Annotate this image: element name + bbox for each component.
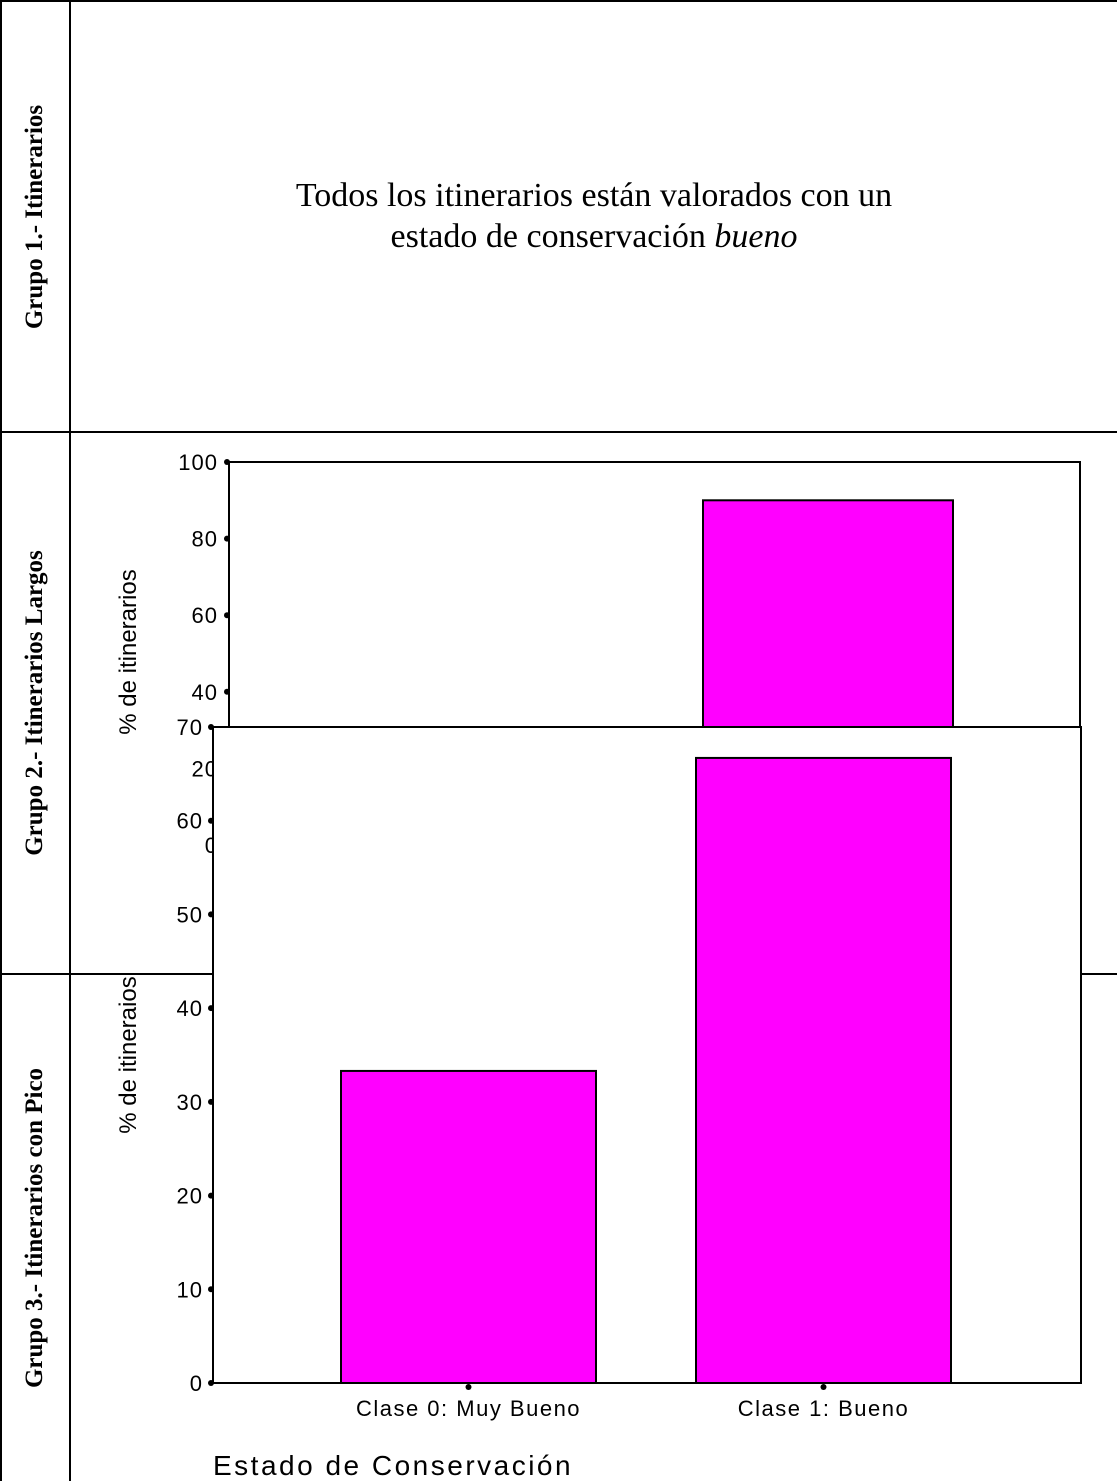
group-1-statement: Todos los itinerarios están valorados co… xyxy=(71,175,1117,257)
y-tick-label-60: 60 xyxy=(192,603,218,628)
y-tick-label-60: 60 xyxy=(177,809,203,834)
x-axis-title: Estado de Conservación xyxy=(213,1450,573,1481)
y-tick-label-0: 0 xyxy=(190,1371,203,1396)
statement-emphasis: bueno xyxy=(714,218,798,255)
y-tick-50 xyxy=(208,911,214,918)
y-tick-100 xyxy=(224,459,230,465)
y-tick-label-40: 40 xyxy=(177,996,203,1021)
y-axis-title: % de itinerarios xyxy=(115,569,142,734)
statement-line-2: estado de conservación bueno xyxy=(71,216,1117,257)
y-tick-0 xyxy=(208,1380,214,1386)
y-tick-label-40: 40 xyxy=(192,680,218,705)
y-tick-label-100: 100 xyxy=(178,450,218,475)
y-tick-label-30: 30 xyxy=(177,1090,203,1115)
y-tick-label-80: 80 xyxy=(192,527,218,552)
y-tick-label-10: 10 xyxy=(177,1277,203,1302)
x-tick-2 xyxy=(820,1384,827,1390)
y-tick-40 xyxy=(224,688,230,695)
y-tick-60 xyxy=(208,817,214,824)
statement-line-2-text: estado de conservación xyxy=(390,218,715,255)
bar-2 xyxy=(695,756,952,1384)
x-tick-1 xyxy=(465,1384,472,1390)
bar-1 xyxy=(340,1069,597,1384)
category-label-2: Clase 1: Bueno xyxy=(738,1396,909,1421)
category-label-1: Clase 0: Muy Bueno xyxy=(356,1396,581,1421)
border-left xyxy=(0,0,2,1481)
y-tick-30 xyxy=(208,1098,214,1105)
statement-line-1: Todos los itinerarios están valorados co… xyxy=(295,177,893,214)
y-tick-label-20: 20 xyxy=(177,1184,203,1209)
y-tick-label-50: 50 xyxy=(177,902,203,927)
border-top xyxy=(0,0,1117,2)
column-divider xyxy=(69,0,71,1481)
y-axis-title: % de itineraios xyxy=(115,976,142,1133)
y-tick-60 xyxy=(224,612,230,619)
y-tick-10 xyxy=(208,1286,214,1293)
y-tick-80 xyxy=(224,535,230,542)
y-tick-20 xyxy=(208,1192,214,1199)
y-tick-label-70: 70 xyxy=(177,715,203,740)
y-tick-70 xyxy=(208,724,214,730)
row-divider-1 xyxy=(0,431,1117,433)
y-tick-40 xyxy=(208,1005,214,1012)
